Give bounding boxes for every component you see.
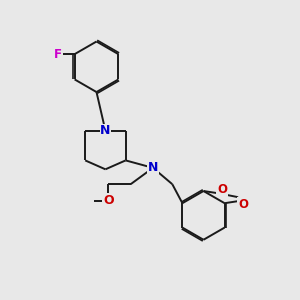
Text: O: O	[238, 198, 248, 211]
Text: N: N	[100, 124, 111, 137]
Text: O: O	[217, 183, 227, 196]
Text: O: O	[103, 194, 114, 207]
Text: N: N	[148, 161, 158, 174]
Text: F: F	[54, 48, 62, 61]
